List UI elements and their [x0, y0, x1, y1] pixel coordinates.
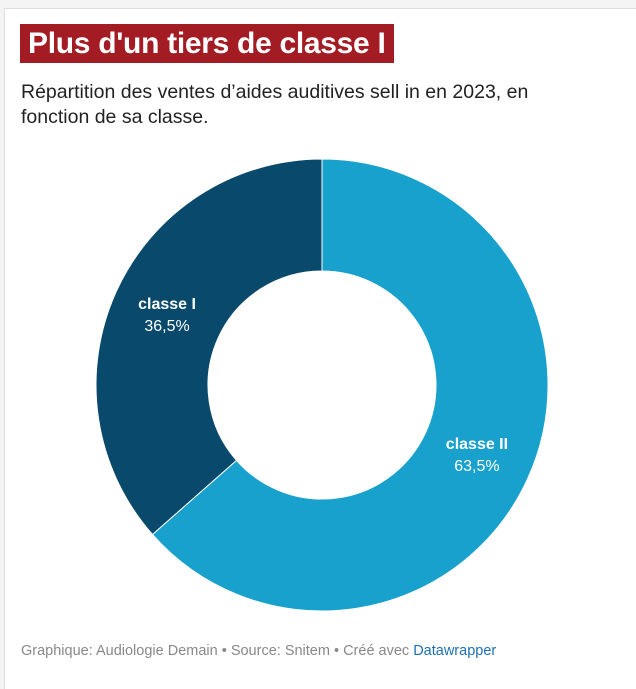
slice-value-label: 36,5% [144, 318, 189, 335]
footer: Graphique: Audiologie Demain • Source: S… [21, 643, 496, 659]
donut-chart: classe II 63,5% classe I 36,5% [95, 158, 549, 612]
footer-credits: Graphique: Audiologie Demain • Source: S… [21, 643, 414, 659]
chart-subtitle: Répartition des ventes d’aides auditives… [21, 81, 529, 128]
slice-value-label: 63,5% [454, 458, 499, 475]
datawrapper-link[interactable]: Datawrapper [413, 643, 497, 659]
slice-classe-I [95, 158, 323, 536]
slice-classe-II [151, 158, 549, 612]
chart-title: Plus d'un tiers de classe I [20, 24, 394, 63]
slice-label: classe II [446, 436, 508, 453]
slice-label: classe I [138, 296, 196, 313]
